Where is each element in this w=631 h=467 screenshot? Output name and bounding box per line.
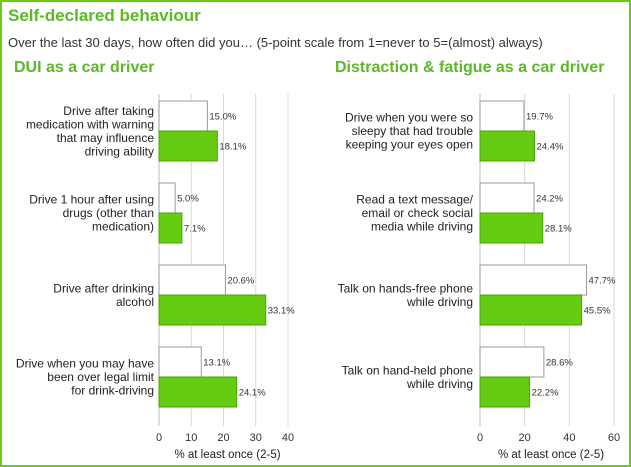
left-bar-value-label: 24.1% [239, 388, 266, 399]
right-x-axis-title: % at least once (2-5) [498, 449, 604, 461]
left-category-label: Drive after taking [63, 104, 154, 118]
right-bar-value-label: 19.7% [526, 112, 553, 123]
left-bar-green [158, 130, 218, 162]
left-category-label: medication) [92, 220, 154, 234]
right-x-tick-label: 60 [608, 432, 620, 444]
right-category-label: while driving [406, 377, 473, 391]
left-category-label: Drive after drinking [53, 281, 154, 295]
left-bar-value-label: 33.1% [268, 306, 295, 317]
left-x-tick-label: 0 [156, 432, 162, 444]
right-bar-white [479, 100, 525, 132]
left-bar-green [158, 376, 238, 408]
left-x-tick-label: 40 [282, 432, 294, 444]
right-bar-white [479, 182, 535, 214]
right-bar-value-label: 24.4% [536, 142, 563, 153]
right-bar-value-label: 45.5% [584, 306, 611, 317]
left-category-label: driving ability [85, 144, 154, 158]
left-category-label: medication with warning [26, 117, 154, 131]
left-category-label: drugs (other than [63, 206, 154, 220]
right-category-label: Talk on hand-held phone [342, 363, 474, 377]
right-bar-green [479, 212, 544, 244]
right-bar-value-label: 28.1% [545, 224, 572, 235]
left-bar-white [158, 100, 208, 132]
right-category-label: Read a text message/ [356, 193, 473, 207]
left-bar-value-label: 18.1% [219, 142, 246, 153]
right-panel-title: Distraction & fatigue as a car driver [335, 59, 605, 76]
right-x-tick-label: 20 [519, 432, 531, 444]
left-category-label: Drive when you may have [16, 357, 154, 371]
left-category-label: Drive 1 hour after using [29, 193, 154, 207]
left-x-tick-label: 20 [217, 432, 229, 444]
right-category-label: keeping your eyes open [346, 138, 473, 152]
left-bar-green [158, 294, 267, 326]
left-bar-white [158, 182, 176, 214]
right-x-tick-label: 40 [563, 432, 575, 444]
right-bar-value-label: 47.7% [589, 276, 616, 287]
left-category-label: alcohol [116, 295, 154, 309]
left-category-label: for drink-driving [71, 384, 154, 398]
right-bar-white [479, 264, 588, 296]
left-bar-value-label: 15.0% [209, 112, 236, 123]
right-category-label: while driving [406, 295, 473, 309]
left-bar-value-label: 7.1% [184, 224, 206, 235]
page-subtitle: Over the last 30 days, how often did you… [8, 35, 543, 50]
right-category-label: sleepy that had trouble [352, 124, 474, 138]
right-category-label: Talk on hands-free phone [338, 281, 474, 295]
left-x-axis-title: % at least once (2-5) [174, 449, 280, 461]
left-bar-white [158, 264, 226, 296]
left-category-label: been over legal limit [47, 370, 154, 384]
left-bar-value-label: 5.0% [177, 194, 199, 205]
left-x-tick-label: 30 [250, 432, 262, 444]
page-title: Self-declared behaviour [8, 6, 201, 25]
left-bar-value-label: 20.6% [227, 276, 254, 287]
left-panel-title: DUI as a car driver [14, 59, 155, 76]
left-bar-white [158, 346, 202, 378]
right-bar-white [479, 346, 545, 378]
right-bar-green [479, 376, 531, 408]
right-bar-green [479, 130, 535, 162]
right-category-label: Drive when you were so [345, 111, 473, 125]
right-bar-value-label: 22.2% [532, 388, 559, 399]
right-bar-value-label: 28.6% [546, 358, 573, 369]
left-category-label: that may influence [57, 131, 155, 145]
right-bar-value-label: 24.2% [536, 194, 563, 205]
left-x-tick-label: 10 [185, 432, 197, 444]
right-category-label: email or check social [362, 206, 473, 220]
right-bar-green [479, 294, 583, 326]
left-bar-green [158, 212, 183, 244]
right-x-tick-label: 0 [477, 432, 483, 444]
right-category-label: media while driving [371, 220, 473, 234]
left-bar-value-label: 13.1% [203, 358, 230, 369]
